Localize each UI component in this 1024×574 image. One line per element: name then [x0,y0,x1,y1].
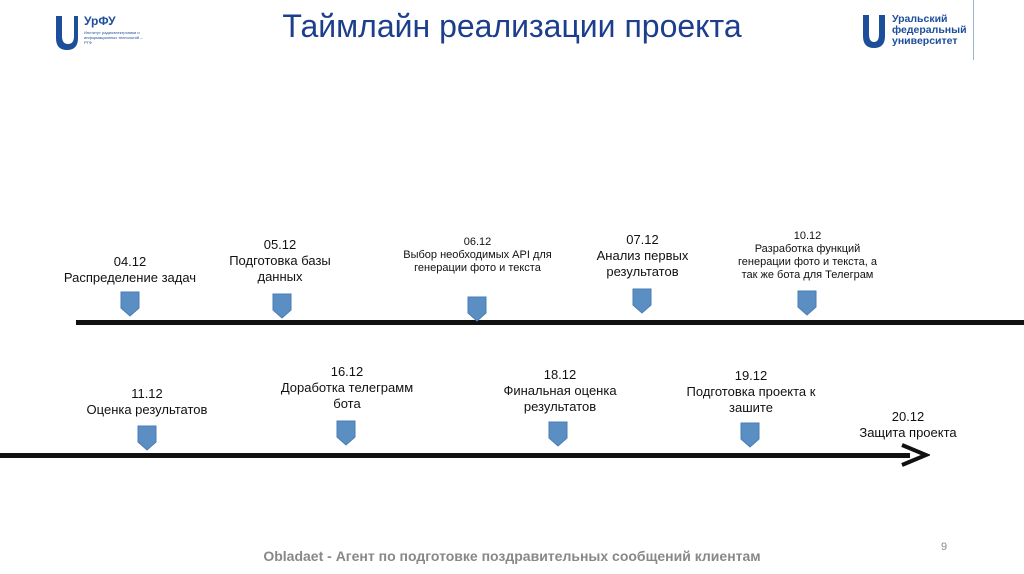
milestone-marker-icon [740,422,760,448]
milestone-bottom-5: 20.12 Защита проекта [848,409,968,441]
urfu-logo-right: Уральский федеральный университет [862,12,982,60]
timeline-arrow-icon [901,443,930,467]
milestone-top-5: 10.12 Разработка функций генерации фото … [730,230,885,282]
urfu-mark-icon [56,16,78,50]
milestone-marker-icon [120,291,140,317]
milestone-date: 19.12 [734,368,768,383]
milestone-date: 07.12 [626,232,659,247]
milestone-text: Оценка результатов [86,402,208,417]
page-number: 9 [941,541,948,553]
milestone-date: 11.12 [131,386,163,401]
university-name: Уральский федеральный университет [892,13,967,47]
milestone-marker-icon [137,425,157,451]
logo-subtitle: Институт радиоэлектроники и информационн… [84,30,143,45]
milestone-date: 10.12 [793,230,822,242]
milestone-marker-icon [632,288,652,314]
milestone-top-3: 06.12 Выбор необходимых API для генераци… [395,236,560,275]
milestone-text: Финальная оценка результатов [503,383,617,414]
milestone-marker-icon [548,421,568,447]
milestone-top-4: 07.12 Анализ первых результатов [580,232,705,280]
page-title: Таймлайн реализации проекта [282,8,742,44]
milestone-text: Подготовка базы данных [229,253,331,284]
header-divider [973,0,974,60]
milestone-top-1: 04.12 Распределение задач [55,254,205,286]
milestone-marker-icon [336,420,356,446]
milestone-top-2: 05.12 Подготовка базы данных [215,237,345,285]
milestone-date: 18.12 [543,367,577,382]
milestone-text: Доработка телеграмм бота [280,380,414,411]
milestone-bottom-4: 19.12 Подготовка проекта к зашите [677,368,825,416]
footer-caption: Obladaet - Агент по подготовке поздравит… [263,548,761,564]
urfu-mark-icon [863,15,885,48]
milestone-bottom-2: 16.12 Доработка телеграмм бота [272,364,422,412]
milestone-date: 06.12 [463,236,492,248]
milestone-bottom-1: 11.12 Оценка результатов [72,386,222,418]
milestone-text: Разработка функций генерации фото и текс… [738,243,877,281]
logo-brand: УрФУ [84,14,116,28]
urfu-logo-left: УрФУ Институт радиоэлектроники и информа… [54,14,144,58]
milestone-text: Защита проекта [859,425,957,440]
milestone-date: 04.12 [113,254,147,269]
timeline-top-line [76,320,1024,325]
milestone-text: Анализ первых результатов [596,248,689,279]
milestone-date: 05.12 [263,237,297,252]
milestone-marker-icon [797,290,817,316]
milestone-text: Выбор необходимых API для генерации фото… [403,249,552,274]
milestone-marker-icon [467,296,487,322]
timeline-bottom-line [0,453,910,458]
milestone-marker-icon [272,293,292,319]
milestone-bottom-3: 18.12 Финальная оценка результатов [490,367,630,415]
milestone-text: Подготовка проекта к зашите [686,384,816,415]
milestone-date: 20.12 [891,409,925,424]
milestone-date: 16.12 [330,364,364,379]
milestone-text: Распределение задач [63,270,197,285]
